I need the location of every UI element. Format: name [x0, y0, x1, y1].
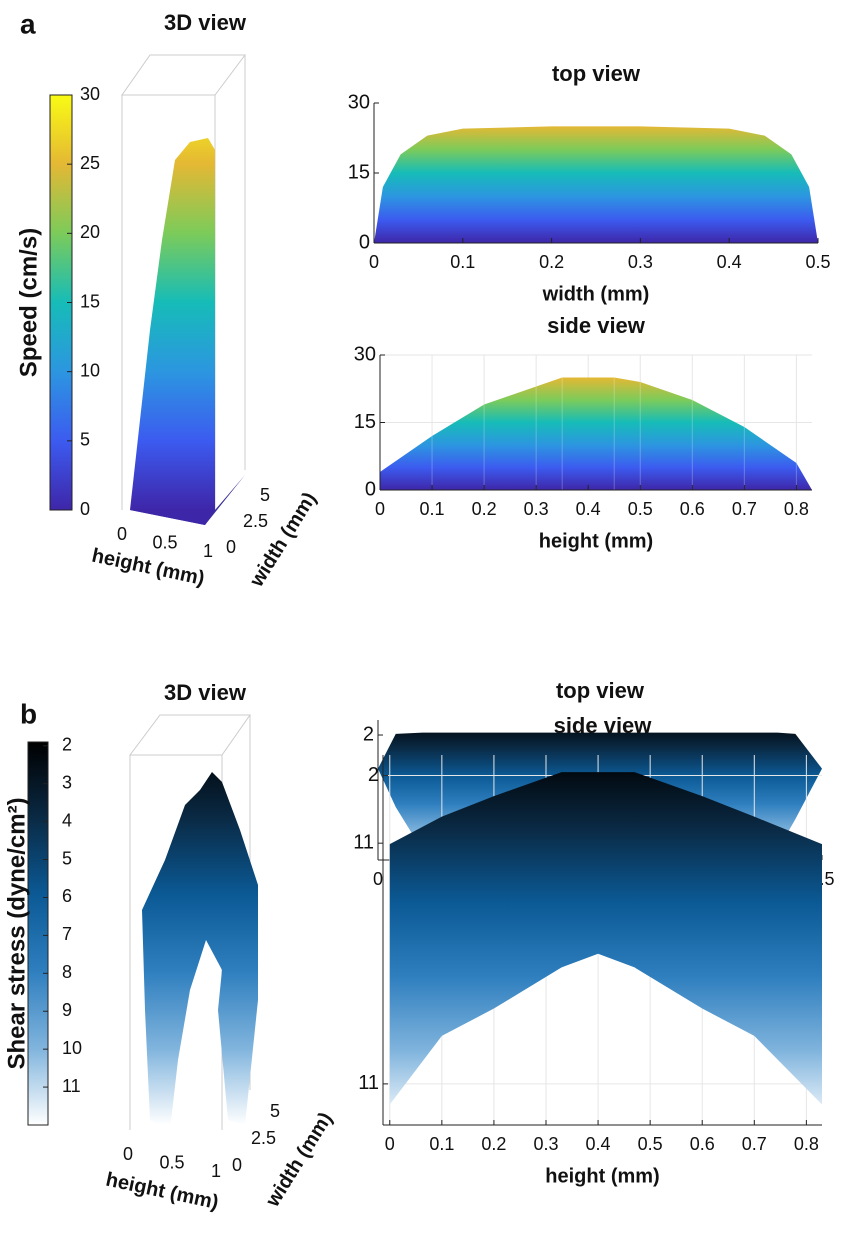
- surface-area: [389, 772, 822, 1105]
- colorbar-tick-label: 30: [80, 84, 100, 104]
- y-tick-label: 0: [232, 1155, 242, 1175]
- x-tick-label: 0: [375, 499, 385, 519]
- x-tick-label: 0.5: [628, 499, 653, 519]
- axis-box: [129, 714, 251, 1130]
- x-tick-label: 0.3: [533, 1134, 558, 1154]
- x-tick-label: 0: [369, 252, 379, 272]
- colorbar-tick-label: 8: [62, 962, 72, 982]
- x-tick-label: 0.2: [539, 252, 564, 272]
- x-tick-label: 0.5: [805, 252, 830, 272]
- colorbar-tick-label: 3: [62, 772, 72, 792]
- y-axis-label: width (mm): [245, 489, 321, 592]
- chart-title: side view: [547, 313, 646, 338]
- x-tick-label: 0.4: [576, 499, 601, 519]
- colorbar-tick-label: 10: [62, 1038, 82, 1058]
- surface-area: [374, 126, 818, 243]
- y-tick-label: 30: [348, 91, 370, 113]
- y-tick-label: 11: [353, 831, 374, 853]
- x-axis-label: height (mm): [545, 1165, 659, 1187]
- x-tick-label: 0.4: [717, 252, 742, 272]
- colorbar-label: Speed (cm/s): [15, 228, 42, 377]
- y-tick-label: 2: [363, 723, 374, 745]
- axis-box: [121, 54, 246, 510]
- y-tick-label: 2.5: [251, 1128, 276, 1148]
- y-tick-label: 15: [354, 411, 376, 433]
- y-tick-label: 2: [368, 764, 379, 786]
- colorbar-label: Shear stress (dyne/cm²): [3, 797, 30, 1069]
- colorbar-tick-label: 7: [62, 924, 72, 944]
- colorbar-tick-label: 20: [80, 222, 100, 242]
- chart-title: top view: [556, 678, 645, 703]
- x-tick-label: 0.6: [690, 1134, 715, 1154]
- y-axis-label: width (mm): [261, 1109, 337, 1212]
- y-tick-label: 0: [226, 537, 236, 557]
- x-axis-label: height (mm): [104, 1169, 221, 1214]
- colorbar-tick-label: 0: [80, 499, 90, 519]
- y-tick-label: 11: [358, 1072, 379, 1094]
- surface: [142, 772, 258, 1130]
- colorbar-tick-label: 5: [62, 848, 72, 868]
- x-tick-label: 0.7: [742, 1134, 767, 1154]
- colorbar: [27, 741, 49, 1126]
- x-tick-label: 0.1: [429, 1134, 454, 1154]
- x-tick-label: 0.3: [628, 252, 653, 272]
- x-tick-label: 0: [117, 524, 127, 544]
- colorbar-tick-label: 4: [62, 810, 72, 830]
- y-tick-label: 0: [359, 231, 370, 253]
- y-tick-label: 2.5: [243, 511, 268, 531]
- x-tick-label: 0.1: [450, 252, 475, 272]
- chart-title: 3D view: [164, 680, 247, 705]
- panel-label: b: [20, 698, 37, 729]
- x-tick-label: 0: [373, 869, 383, 889]
- y-tick-label: 0: [365, 478, 376, 500]
- x-tick-label: 0.5: [638, 1134, 663, 1154]
- panel-label: a: [20, 8, 36, 39]
- x-tick-label: 0: [385, 1134, 395, 1154]
- x-tick-label: 1: [203, 541, 213, 561]
- y-tick-label: 5: [260, 485, 270, 505]
- x-tick-label: 0.5: [152, 532, 177, 552]
- y-tick-label: 5: [270, 1101, 280, 1121]
- colorbar-tick-label: 6: [62, 886, 72, 906]
- colorbar-tick-label: 11: [62, 1076, 81, 1096]
- colorbar-tick-label: 25: [80, 153, 100, 173]
- chart-title: top view: [552, 61, 641, 86]
- x-tick-label: 0.4: [586, 1134, 611, 1154]
- x-tick-label: 0.8: [794, 1134, 819, 1154]
- colorbar-tick-label: 9: [62, 1000, 72, 1020]
- colorbar-tick-label: 2: [62, 735, 72, 755]
- x-tick-label: 0.3: [524, 499, 549, 519]
- x-tick-label: 0.2: [472, 499, 497, 519]
- surface-area: [380, 377, 812, 490]
- x-tick-label: 0.6: [680, 499, 705, 519]
- y-tick-label: 30: [354, 343, 376, 365]
- chart-title: 3D view: [164, 10, 247, 35]
- colorbar-tick-label: 10: [80, 360, 100, 380]
- chart-title: side view: [554, 713, 653, 738]
- x-axis-label: height (mm): [539, 530, 653, 552]
- x-tick-label: 0.8: [784, 499, 809, 519]
- x-tick-label: 0.2: [481, 1134, 506, 1154]
- x-tick-label: 1: [211, 1161, 221, 1181]
- x-tick-label: 0.7: [732, 499, 757, 519]
- x-tick-label: 0.1: [420, 499, 445, 519]
- surface: [130, 138, 215, 525]
- colorbar-tick-label: 5: [80, 430, 90, 450]
- x-axis-label: width (mm): [542, 283, 650, 305]
- x-axis-label: height (mm): [90, 545, 207, 590]
- colorbar-tick-label: 15: [80, 291, 100, 311]
- x-tick-label: 0: [123, 1144, 133, 1164]
- y-tick-label: 15: [348, 161, 370, 183]
- x-tick-label: 0.5: [159, 1152, 184, 1172]
